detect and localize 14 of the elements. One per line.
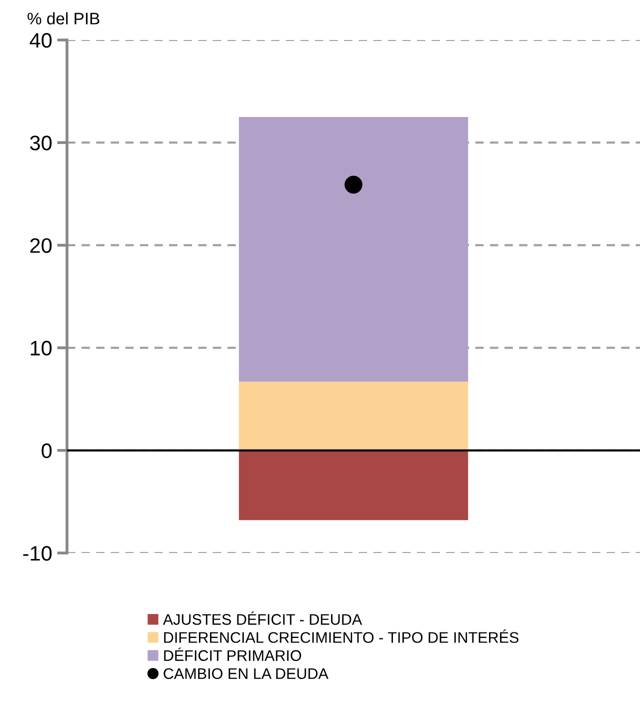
y-tick-label: -10 bbox=[23, 546, 52, 561]
y-tick-label: 30 bbox=[30, 136, 52, 150]
bar bbox=[238, 450, 468, 520]
bar bbox=[238, 116, 468, 382]
legend-label: AJUSTES DÉFICIT - DEUDA bbox=[162, 611, 362, 625]
legend-label: DÉFICIT PRIMARIO bbox=[164, 648, 302, 661]
legend-label: CAMBIO EN LA DEUDA bbox=[164, 668, 328, 680]
legend-label: DIFERENCIAL CRECIMIENTO - TIPO DE INTERÉS bbox=[164, 630, 518, 643]
y-tick-label: 10 bbox=[30, 340, 52, 356]
y-tick-label: 0 bbox=[42, 443, 52, 458]
y-tick-label: 40 bbox=[30, 33, 52, 48]
bar bbox=[238, 382, 468, 450]
y-axis-title: % del PIB bbox=[28, 12, 100, 24]
y-tick-label: 20 bbox=[30, 238, 52, 253]
